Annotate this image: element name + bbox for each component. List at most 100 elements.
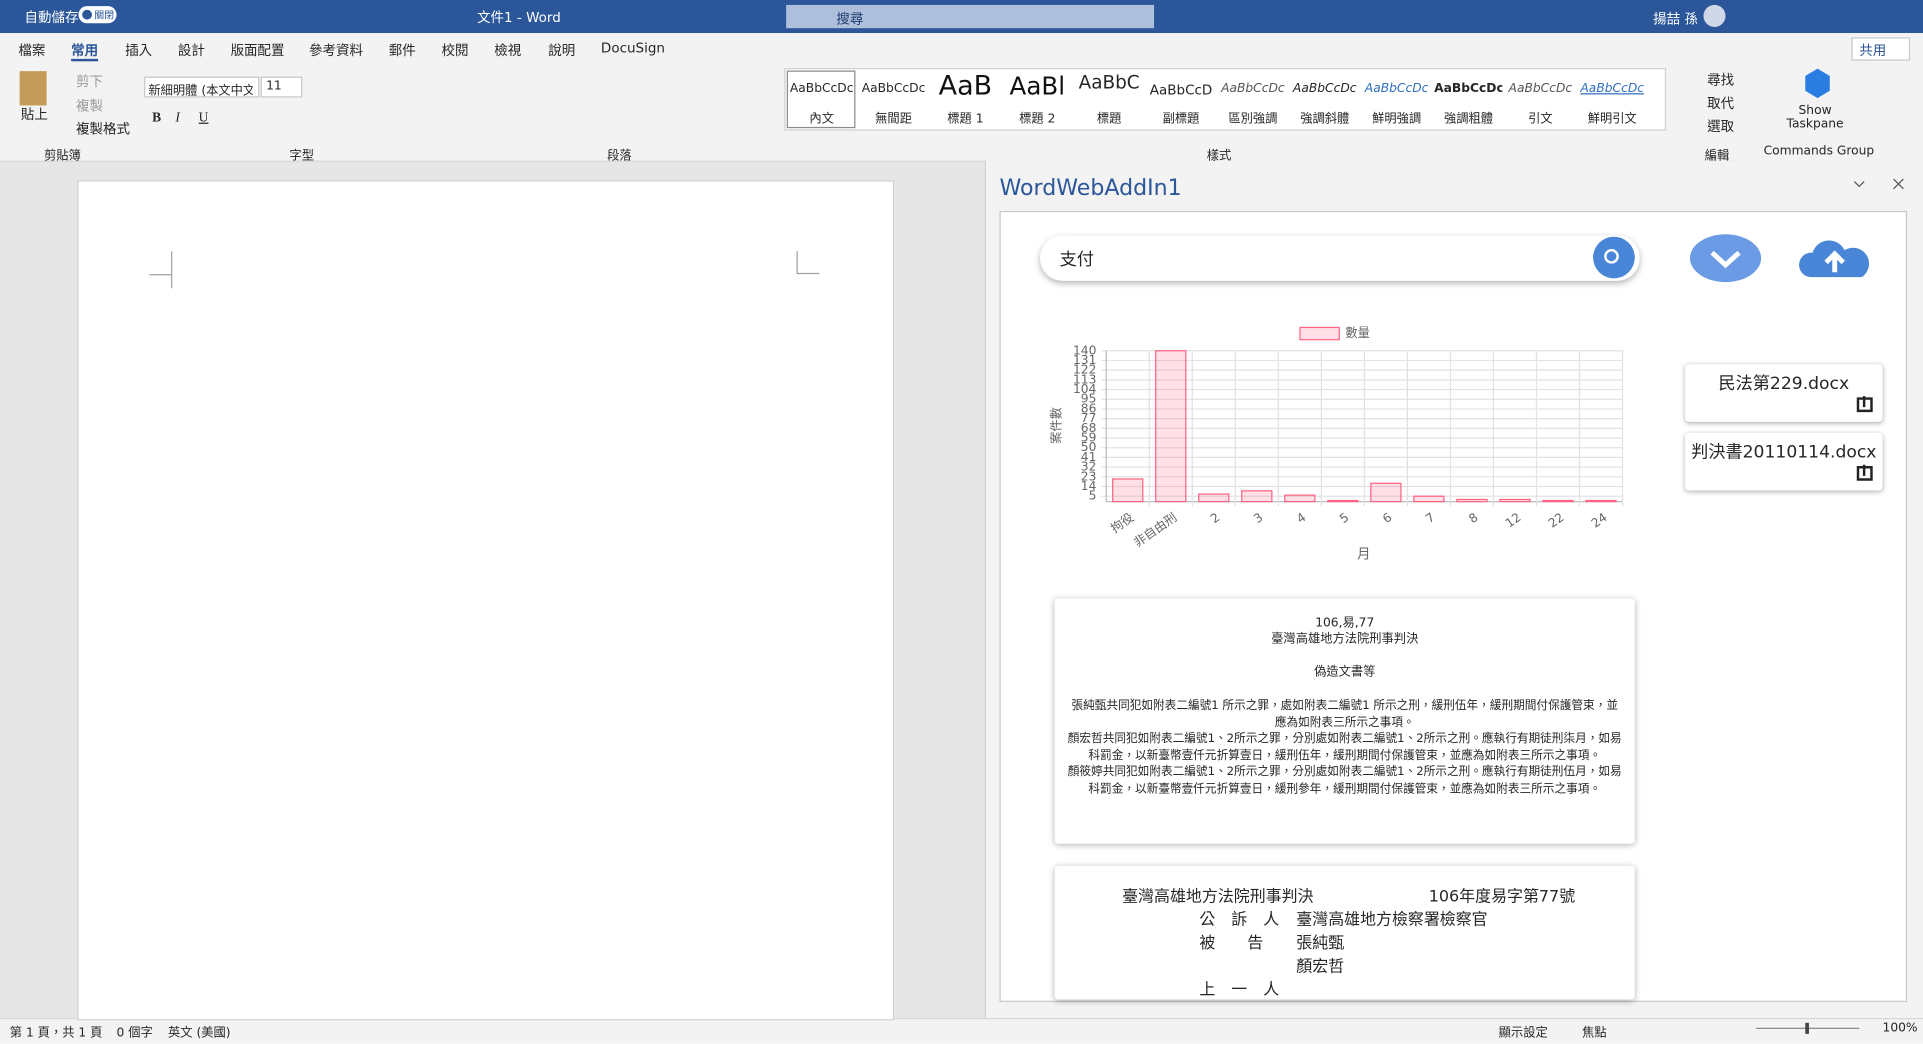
style-preview[interactable]: AaBl [1009,71,1066,101]
y-tick-label: 23 [1081,469,1097,483]
ribbon-tab[interactable]: 參考資料 [309,42,364,59]
avatar[interactable] [1703,4,1726,27]
style-preview[interactable]: AaBbC [1078,71,1140,94]
style-name[interactable]: 區別強調 [1228,112,1278,127]
document-page[interactable] [77,180,895,1021]
copy-button[interactable]: 複製 [76,98,104,115]
card-body: 臺灣高雄地方法院刑事判決 106年度易字第77號 公 訴 人臺灣高雄地方檢察署檢… [1055,866,1635,1000]
style-name[interactable]: 標題 2 [1019,112,1056,127]
ribbon-tab[interactable]: 版面配置 [230,42,285,59]
style-name[interactable]: 強調斜體 [1300,112,1350,127]
style-preview[interactable]: AaBbCcDc [789,82,854,96]
y-tick-label: 86 [1081,401,1097,415]
style-name[interactable]: 鮮明強調 [1372,112,1422,127]
style-name[interactable]: 鮮明引文 [1587,112,1637,127]
file-name[interactable]: 民法第229.docx [1718,374,1850,394]
focus-mode[interactable]: 焦點 [1582,1026,1607,1040]
ribbon-tab[interactable]: DocuSign [600,40,665,57]
show-taskpane[interactable]: Show Taskpane [1786,104,1844,132]
language[interactable]: 英文 (美國) [168,1026,231,1040]
expand-button[interactable] [1689,234,1762,283]
file-card[interactable] [1685,364,1883,422]
file-name[interactable]: 判決書20110114.docx [1691,442,1877,463]
style-preview[interactable]: AaBbCcDc [1292,82,1357,96]
ribbon-tab[interactable]: 說明 [548,42,576,59]
font-size-box[interactable] [260,76,303,98]
style-preview[interactable]: AaBbCcDc [1434,82,1503,96]
bar [1284,494,1316,503]
ribbon-tab[interactable]: 檢視 [494,42,522,59]
ribbon-tab[interactable]: 校閱 [441,42,469,59]
display-settings[interactable]: 顯示設定 [1498,1026,1548,1040]
ribbon-tab[interactable]: 常用 [71,42,99,59]
x-tick-label: 22 [1546,510,1567,530]
share-button[interactable] [1851,37,1911,61]
style-preview[interactable]: AaBbCcDc [861,82,926,96]
taskpane-icon[interactable] [1805,68,1830,99]
cut-button[interactable]: 剪下 [76,73,104,90]
search-text[interactable]: 支付 [1059,250,1094,270]
style-name[interactable]: 副標題 [1162,112,1200,127]
word-count: 0 個字 [116,1026,153,1040]
format-button[interactable]: B [152,110,162,126]
x-tick-label: 8 [1466,510,1480,526]
file-card[interactable] [1685,432,1883,491]
toggle-knob [82,9,92,20]
select-button[interactable]: 選取 [1707,118,1735,135]
bar [1585,499,1617,503]
y-axis-label: 案件數 [1050,407,1064,444]
x-tick-label: 24 [1589,510,1610,531]
font-size[interactable]: 11 [266,79,282,94]
y-tick-label: 104 [1073,382,1097,396]
paste-label[interactable]: 貼上 [20,106,48,123]
ribbon-tab[interactable]: 設計 [177,42,205,59]
style-preview[interactable]: AaBbCcD [1149,82,1213,99]
share-label[interactable]: 共用 [1859,42,1887,59]
style-name[interactable]: 內文 [809,112,834,127]
format-painter[interactable]: 複製格式 [76,121,130,138]
style-name[interactable]: 無間距 [875,112,912,127]
y-tick-label: 131 [1073,353,1096,367]
style-name[interactable]: 強調粗體 [1443,112,1494,127]
search-input[interactable] [1039,235,1640,281]
bar [1112,478,1144,503]
user-name[interactable]: 揚喆 孫 [1653,11,1698,27]
style-name[interactable]: 標題 [1096,112,1122,127]
style-preview[interactable]: AaBbCcDc [1221,82,1285,96]
download-icon[interactable] [1856,396,1873,413]
search-box[interactable] [786,4,1155,29]
search-glyph [1604,248,1619,264]
font-name-box[interactable] [144,76,260,98]
download-icon[interactable] [1856,464,1873,481]
ribbon-tab[interactable]: 檔案 [18,42,46,59]
pane-controls[interactable] [1853,178,1904,190]
result-card[interactable] [1054,598,1635,844]
margin-mark [796,251,820,275]
style-preview[interactable]: AaBbCcDc [1508,82,1573,96]
paste-icon[interactable] [19,71,47,106]
font-name[interactable]: 新細明體 (本文中文 [148,84,253,99]
zoom-thumb[interactable] [1805,1022,1809,1034]
format-button[interactable]: U [198,110,209,126]
party-name: 臺灣高雄地方檢察署檢察官 [1296,911,1488,930]
ribbon-tab[interactable]: 郵件 [388,42,416,59]
style-preview[interactable]: AaBbCcDc [1580,82,1645,96]
style-preview[interactable]: AaBbCcDc [1364,82,1429,96]
result-card[interactable] [1054,865,1635,1000]
style-preview[interactable]: AaB [938,71,993,102]
find-button[interactable]: 尋找 [1707,72,1735,89]
style-name[interactable]: 標題 1 [947,112,984,127]
legend-swatch [1299,326,1340,341]
y-tick-label: 77 [1081,411,1097,425]
ribbon-tab[interactable]: 插入 [125,42,153,59]
replace-button[interactable]: 取代 [1707,95,1735,112]
zoom-level[interactable]: 100% [1882,1021,1918,1036]
search-button[interactable] [1593,236,1635,279]
format-button[interactable]: I [175,110,180,126]
page-count: 第 1 頁，共 1 頁 [9,1026,103,1040]
group-label: 段落 [607,149,632,164]
style-name[interactable]: 引文 [1528,112,1553,127]
search-placeholder[interactable]: 搜尋 [836,11,864,27]
